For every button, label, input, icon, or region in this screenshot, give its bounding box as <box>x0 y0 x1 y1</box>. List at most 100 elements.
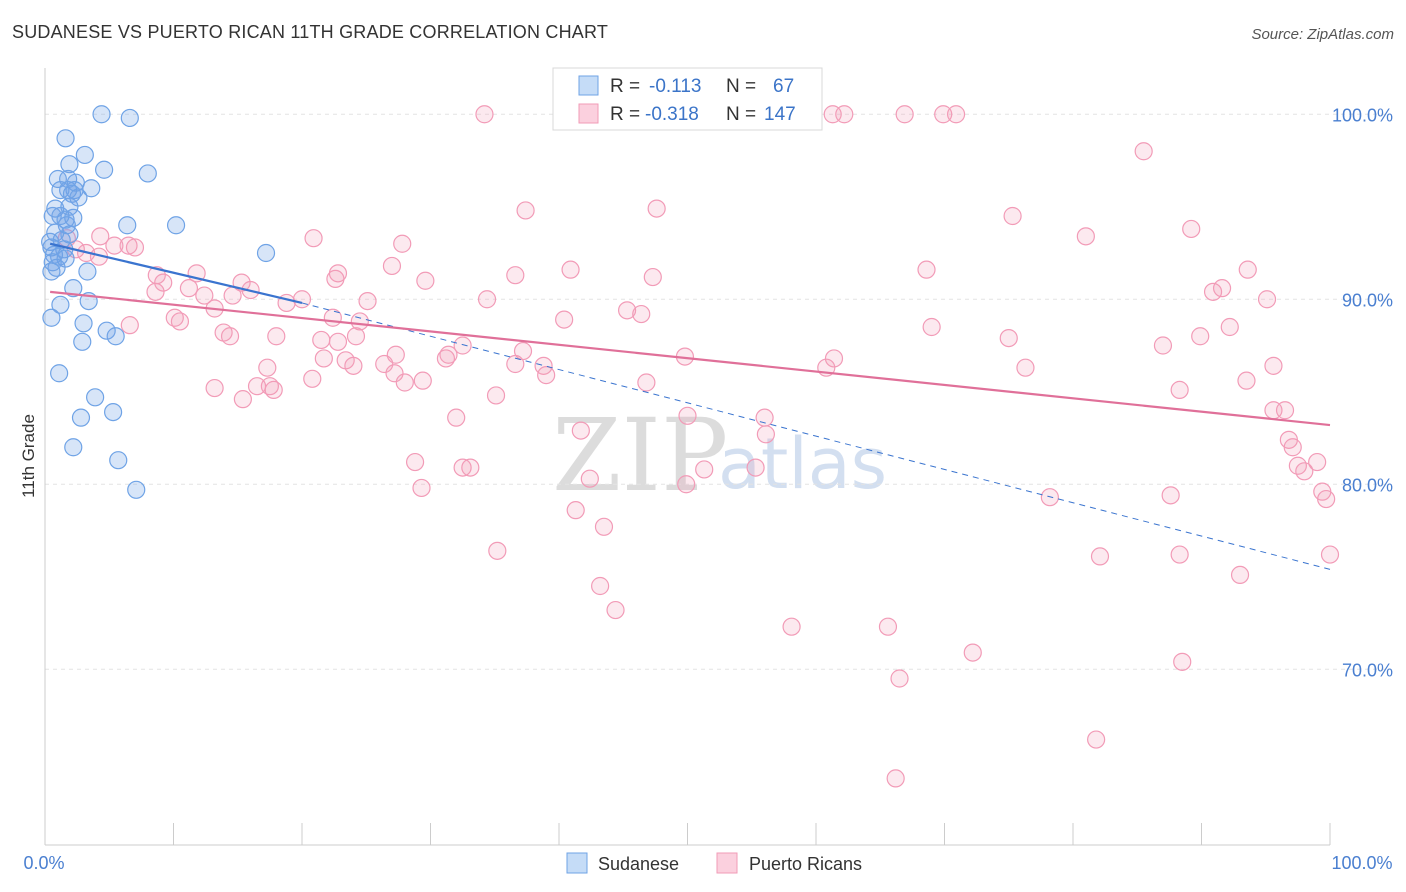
puerto-rican-point-19 <box>91 227 110 246</box>
y-tick-labels: 100.0% 90.0% 80.0% 70.0% <box>1332 105 1393 680</box>
puerto-rican-point-45 <box>358 292 377 311</box>
puerto-rican-point-81 <box>439 345 458 364</box>
puerto-rican-point-9 <box>946 105 966 124</box>
puerto-rican-point-47 <box>618 301 637 320</box>
y-tick-label-0: 100.0% <box>1332 105 1393 125</box>
puerto-rican-point-99 <box>264 380 283 399</box>
puerto-rican-point-28 <box>506 266 525 285</box>
puerto-rican-point-140 <box>1087 730 1106 749</box>
x-tick-label-max: 100.0% <box>1331 853 1392 873</box>
puerto-rican-point-69 <box>453 336 472 355</box>
puerto-rican-point-141 <box>886 769 905 788</box>
sudanese-legend-swatch <box>578 75 599 96</box>
watermark: ZIP atlas <box>552 397 887 514</box>
puerto-rican-point-125 <box>1161 486 1180 505</box>
puerto-rican-point-65 <box>267 327 286 346</box>
sudanese-point-47 <box>50 364 69 383</box>
puerto-rican-point-36 <box>326 269 345 288</box>
puerto-rican-point-53 <box>120 316 139 335</box>
puerto-rican-point-117 <box>1295 462 1314 481</box>
puerto-rican-point-138 <box>1173 652 1192 671</box>
puerto-rican-point-137 <box>963 643 982 662</box>
chart-source: Source: ZipAtlas.com <box>1251 26 1394 43</box>
x-tick-label-min: 0.0% <box>23 853 64 873</box>
sudanese-point-52 <box>109 451 128 470</box>
sudanese-point-44 <box>97 321 116 340</box>
x-ticks <box>44 823 1331 845</box>
puerto-rican-point-31 <box>917 260 936 279</box>
puerto-rican-point-56 <box>323 308 342 327</box>
sudanese-point-50 <box>71 408 91 427</box>
puerto-rican-point-134 <box>606 600 625 620</box>
puerto-rican-point-62 <box>1220 317 1239 337</box>
puerto-rican-point-104 <box>447 408 466 427</box>
puerto-rican-point-132 <box>1230 565 1250 585</box>
puerto-rican-point-40 <box>179 279 199 298</box>
puerto-rican-point-8 <box>934 105 953 124</box>
puerto-rican-point-42 <box>223 286 242 305</box>
puerto-rican-point-130 <box>1170 545 1189 564</box>
puerto-rican-point-105 <box>678 406 697 425</box>
puerto-rican-series-swatch <box>716 852 738 874</box>
trend-lines <box>49 242 1331 570</box>
puerto-rican-point-61 <box>1191 327 1210 346</box>
puerto-rican-point-135 <box>782 617 801 636</box>
puerto-rican-point-60 <box>922 317 941 337</box>
puerto-rican-point-44 <box>292 290 312 309</box>
chart-title: SUDANESE VS PUERTO RICAN 11TH GRADE CORR… <box>12 22 608 42</box>
puerto-rican-point-139 <box>890 669 909 688</box>
puerto-rican-point-126 <box>566 501 585 520</box>
sudanese-series-swatch <box>566 852 588 874</box>
y-tick-label-1: 90.0% <box>1342 290 1393 310</box>
puerto-rican-point-12 <box>647 199 666 218</box>
sudanese-point-46 <box>73 332 92 351</box>
watermark-zip: ZIP <box>552 397 728 514</box>
puerto-rican-point-49 <box>1212 279 1232 298</box>
sudanese-point-41 <box>42 308 61 327</box>
sudanese-point-42 <box>51 295 70 314</box>
puerto-rican-point-114 <box>695 460 714 479</box>
puerto-rican-point-93 <box>1237 371 1256 390</box>
puerto-rican-point-11 <box>516 201 535 220</box>
sudanese-point-51 <box>64 438 83 457</box>
puerto-rican-point-86 <box>375 354 394 374</box>
puerto-rican-point-111 <box>405 452 425 472</box>
puerto-rican-point-68 <box>328 332 348 351</box>
puerto-rican-point-82 <box>385 364 404 383</box>
puerto-rican-point-20 <box>119 236 138 255</box>
puerto-rican-point-120 <box>580 469 599 488</box>
puerto-rican-point-124 <box>1317 489 1336 509</box>
puerto-rican-point-133 <box>591 576 610 596</box>
sudanese-trend-dashed <box>301 302 1331 570</box>
y-axis-label: 11th Grade <box>19 414 38 498</box>
puerto-rican-point-17 <box>393 234 412 253</box>
puerto-rican-legend-swatch <box>578 103 599 124</box>
puerto-rican-point-101 <box>486 386 506 405</box>
puerto-rican-point-6 <box>835 105 854 124</box>
puerto-rican-point-85 <box>344 356 363 375</box>
puerto-rican-point-10 <box>1134 142 1153 161</box>
puerto-rican-point-71 <box>999 329 1018 348</box>
sudanese-n-value: 67 <box>773 76 794 97</box>
puerto-rican-point-100 <box>395 373 414 392</box>
sudanese-point-24 <box>166 216 186 235</box>
y-tick-label-3: 70.0% <box>1342 660 1393 680</box>
sudanese-point-4 <box>60 155 79 174</box>
puerto-rican-point-107 <box>571 421 590 440</box>
puerto-rican-point-58 <box>555 310 574 329</box>
puerto-rican-point-13 <box>1003 206 1022 226</box>
sudanese-point-0 <box>92 105 111 124</box>
puerto-rican-point-89 <box>637 373 656 392</box>
puerto-rican-trend-line <box>50 290 1331 427</box>
puerto-rican-point-55 <box>170 312 190 331</box>
sudanese-point-34 <box>256 243 276 263</box>
sudanese-point-3 <box>75 145 94 165</box>
puerto-rican-series-label: Puerto Ricans <box>749 854 862 874</box>
sudanese-point-39 <box>64 279 83 298</box>
puerto-rican-point-26 <box>382 256 402 276</box>
puerto-rican-point-113 <box>461 458 480 477</box>
sudanese-point-5 <box>95 160 114 179</box>
stats-legend: R = -0.113 N = 67 R = -0.318 N = 147 <box>552 67 823 131</box>
puerto-rican-point-128 <box>488 541 507 560</box>
puerto-rican-point-112 <box>453 458 472 477</box>
